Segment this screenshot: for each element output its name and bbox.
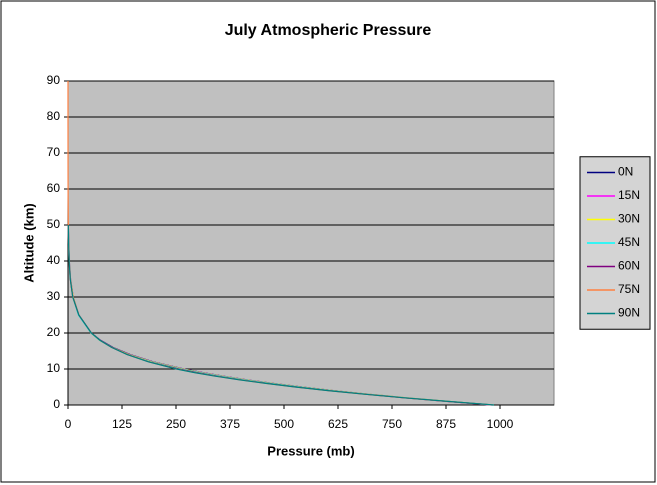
- y-tick-label: 60: [47, 181, 61, 195]
- grid: 0 10 20 30 40 50 60 70 80 90 0 125 250 375 500 625 750 87…: [47, 73, 554, 431]
- x-tick-label: 500: [274, 417, 294, 431]
- x-tick-label: 1000: [487, 417, 514, 431]
- legend-label: 75N: [618, 282, 640, 296]
- y-tick-label: 0: [53, 397, 60, 411]
- legend-label: 45N: [618, 235, 640, 249]
- legend-label: 90N: [618, 306, 640, 320]
- y-tick-label: 20: [47, 325, 61, 339]
- plot-area: [67, 80, 555, 406]
- series-line: [67, 224, 494, 406]
- x-tick-label: 625: [328, 417, 348, 431]
- x-axis-label: Pressure (mb): [267, 443, 354, 458]
- x-tick-label: 375: [220, 417, 240, 431]
- y-tick-label: 40: [47, 253, 61, 267]
- y-tick-label: 90: [47, 73, 61, 87]
- y-tick-label: 30: [47, 289, 61, 303]
- lines: [67, 81, 494, 406]
- chart-title: July Atmospheric Pressure: [225, 22, 432, 39]
- legend-label: 60N: [618, 259, 640, 273]
- x-tick-label: 0: [65, 417, 72, 431]
- x-tick-label: 750: [382, 417, 402, 431]
- y-tick-label: 10: [47, 361, 61, 375]
- legend-label: 15N: [618, 188, 640, 202]
- x-tick-label: 125: [112, 417, 132, 431]
- legend-label: 30N: [618, 212, 640, 226]
- x-tick-label: 875: [436, 417, 456, 431]
- y-tick-label: 80: [47, 109, 61, 123]
- x-tick-label: 250: [166, 417, 186, 431]
- y-axis-label: Altitude (km): [21, 203, 36, 282]
- legend: 0N 15N 30N 45N 60N 75N 90N: [579, 156, 651, 330]
- y-tick-label: 50: [47, 217, 61, 231]
- legend-label: 0N: [618, 165, 633, 179]
- y-tick-label: 70: [47, 145, 61, 159]
